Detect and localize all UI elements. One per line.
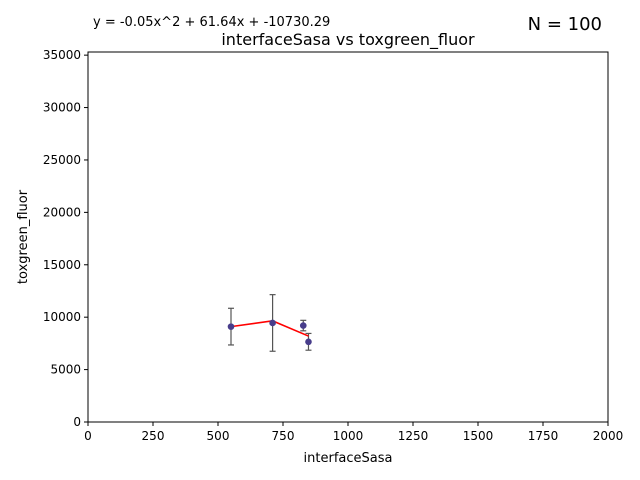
x-tick-label: 250 — [142, 429, 165, 443]
y-axis-ticks: 0 5000 10000 15000 20000 25000 30000 35000 — [43, 48, 88, 429]
sample-count: N = 100 — [528, 14, 602, 35]
data-point — [269, 319, 276, 327]
fit-equation: y = -0.05x^2 + 61.64x + -10730.29 — [93, 15, 330, 30]
x-tick-label: 750 — [272, 429, 295, 443]
y-tick-label: 15000 — [43, 258, 81, 272]
plot-frame — [87, 51, 609, 423]
data-points — [227, 319, 312, 346]
y-tick-label: 20000 — [43, 205, 81, 219]
y-tick-label: 0 — [73, 415, 81, 429]
x-tick-label: 1750 — [528, 429, 559, 443]
x-tick-label: 1000 — [333, 429, 364, 443]
data-point — [305, 338, 312, 346]
x-tick-label: 2000 — [593, 429, 624, 443]
y-tick-label: 10000 — [43, 310, 81, 324]
x-tick-label: 1500 — [463, 429, 494, 443]
x-tick-label: 0 — [84, 429, 92, 443]
x-tick-label: 500 — [207, 429, 230, 443]
y-tick-label: 30000 — [43, 101, 81, 115]
plot-area — [227, 294, 312, 352]
x-axis-ticks: 0 250 500 750 1000 1250 1500 1750 2000 — [84, 422, 623, 443]
y-tick-label: 25000 — [43, 153, 81, 167]
data-point — [299, 322, 307, 329]
x-tick-label: 1250 — [398, 429, 429, 443]
data-point — [227, 323, 235, 330]
chart-title: interfaceSasa vs toxgreen_fluor — [221, 30, 475, 50]
y-axis-label: toxgreen_fluor — [16, 189, 31, 284]
y-tick-label: 5000 — [50, 363, 81, 377]
x-axis-label: interfaceSasa — [304, 451, 393, 466]
y-tick-label: 35000 — [43, 48, 81, 62]
